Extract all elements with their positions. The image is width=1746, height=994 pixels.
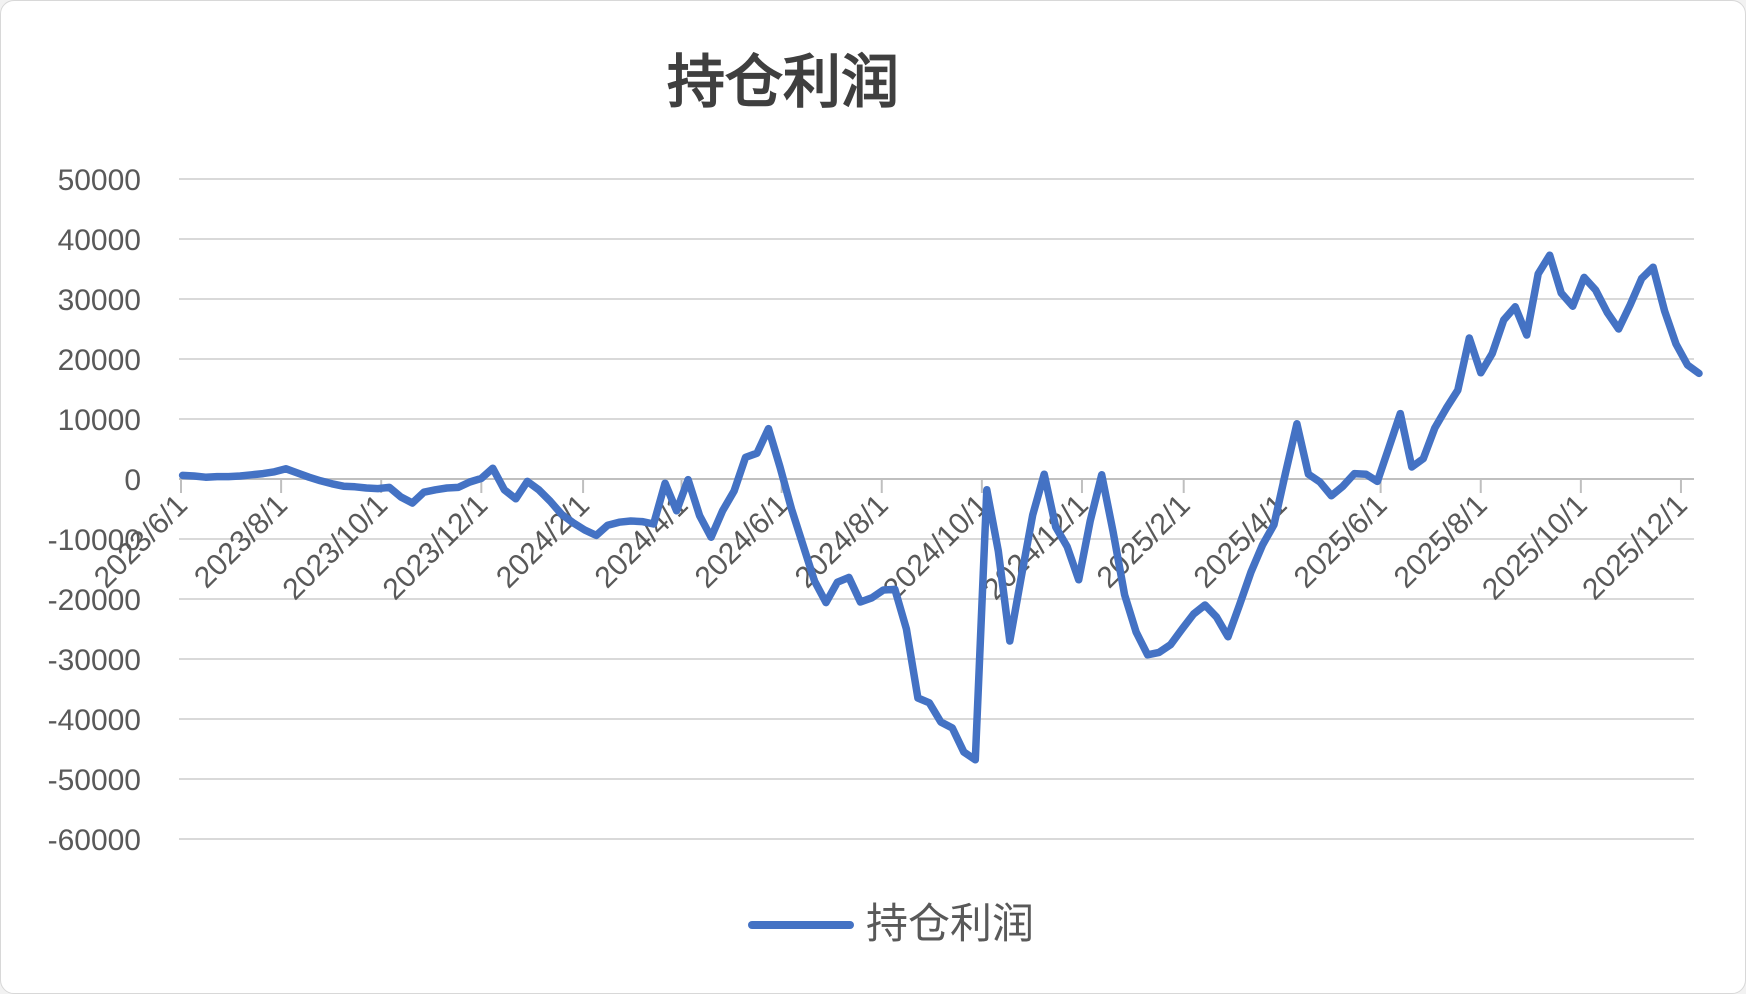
x-axis-tick-label: 2024/2/1 bbox=[490, 489, 596, 595]
y-axis-tick-label: -20000 bbox=[48, 584, 141, 617]
legend-line-swatch bbox=[747, 921, 854, 929]
y-axis-tick-label: 10000 bbox=[58, 404, 141, 437]
y-axis-tick-label: 30000 bbox=[58, 284, 141, 317]
y-axis-tick-label: -50000 bbox=[48, 764, 141, 797]
x-axis-tick-label: 2023/12/1 bbox=[377, 489, 495, 607]
profit-line-series bbox=[178, 251, 1703, 764]
x-axis-tick-label: 2025/8/1 bbox=[1388, 489, 1494, 595]
y-axis-tick-label: -60000 bbox=[48, 824, 141, 857]
x-axis-tick-label: 2023/8/1 bbox=[188, 489, 294, 595]
x-axis-tick-label: 2025/6/1 bbox=[1288, 489, 1394, 595]
chart-title: 持仓利润 bbox=[666, 50, 900, 115]
y-axis-tick-label: -10000 bbox=[48, 524, 141, 557]
y-axis-tick-label: 20000 bbox=[58, 344, 141, 377]
y-axis-tick-label: -30000 bbox=[48, 644, 141, 677]
y-axis-tick-label: -40000 bbox=[48, 704, 141, 737]
x-axis-tick-label: 2023/10/1 bbox=[276, 489, 394, 607]
x-axis-tick-label: 2025/10/1 bbox=[1476, 489, 1594, 607]
chart-legend: 持仓利润 bbox=[747, 902, 1035, 948]
x-axis-tick-label: 2024/6/1 bbox=[689, 489, 795, 595]
x-axis-tick-label: 2025/12/1 bbox=[1576, 489, 1694, 607]
y-axis-tick-label: 40000 bbox=[58, 224, 141, 257]
legend-series-label: 持仓利润 bbox=[865, 902, 1035, 948]
y-axis-tick-label: 0 bbox=[124, 464, 141, 497]
y-axis-tick-label: 50000 bbox=[58, 164, 141, 197]
